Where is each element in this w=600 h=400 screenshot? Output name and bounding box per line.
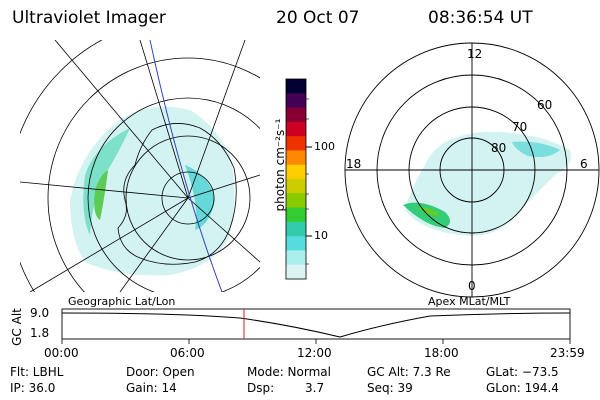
info-door: Door: Open bbox=[126, 365, 195, 379]
mlat-label-70: 70 bbox=[512, 120, 528, 134]
colorbar-segment bbox=[286, 164, 306, 180]
info-mode: Mode: Normal bbox=[247, 365, 331, 379]
info-seq: Seq: 39 bbox=[367, 381, 413, 395]
time-tick-4: 23:59 bbox=[550, 346, 585, 360]
colorbar-segment bbox=[286, 121, 306, 137]
image-title: Ultraviolet Imager bbox=[12, 8, 166, 28]
info-dsp-label: Dsp: bbox=[247, 381, 275, 395]
alt-axis-label: GC Alt bbox=[10, 308, 24, 346]
time-label: 08:36:54 UT bbox=[428, 8, 533, 28]
colorbar-segment bbox=[286, 193, 306, 209]
time-tick-0: 00:00 bbox=[44, 346, 79, 360]
colorbar-segment bbox=[286, 79, 306, 94]
aurora-emission-right bbox=[405, 131, 571, 236]
info-ip: IP: 36.0 bbox=[10, 381, 56, 395]
colorbar-segment bbox=[286, 150, 306, 166]
ground-track bbox=[149, 40, 223, 292]
info-gc-alt: GC Alt: 7.3 Re bbox=[367, 365, 451, 379]
altitude-curve bbox=[61, 312, 571, 338]
info-glat: GLat: −73.5 bbox=[486, 365, 559, 379]
colorbar-tick-10: 10 bbox=[314, 229, 328, 242]
left-map-label: Geographic Lat/Lon bbox=[68, 295, 176, 308]
colorbar bbox=[285, 78, 312, 280]
colorbar-segment bbox=[286, 236, 306, 251]
info-gain: Gain: 14 bbox=[126, 381, 177, 395]
mlt-label-12: 12 bbox=[467, 47, 483, 61]
mlat-label-80: 80 bbox=[491, 141, 507, 155]
mlt-label-6: 6 bbox=[580, 157, 588, 171]
altitude-plot bbox=[61, 308, 571, 344]
alt-tick-bottom: 1.8 bbox=[30, 326, 50, 340]
alt-tick-top: 9.0 bbox=[30, 306, 50, 320]
antarctica-outline bbox=[117, 123, 237, 265]
colorbar-tick-100: 100 bbox=[314, 140, 335, 153]
colorbar-segment bbox=[286, 250, 306, 266]
colorbar-segment bbox=[286, 221, 306, 237]
info-flt: Flt: LBHL bbox=[10, 365, 64, 379]
right-map-label: Apex MLat/MLT bbox=[428, 295, 511, 308]
colorbar-segment bbox=[286, 107, 306, 123]
colorbar-segment bbox=[286, 264, 306, 280]
time-tick-1: 06:00 bbox=[170, 346, 205, 360]
mlat-label-60: 60 bbox=[537, 98, 553, 112]
colorbar-segment bbox=[286, 179, 306, 194]
info-dsp-value: 3.7 bbox=[305, 381, 325, 395]
colorbar-segment bbox=[286, 136, 306, 151]
time-tick-2: 12:00 bbox=[297, 346, 332, 360]
colorbar-segment bbox=[286, 207, 306, 223]
date-label: 20 Oct 07 bbox=[276, 8, 360, 28]
time-tick-3: 18:00 bbox=[424, 346, 459, 360]
info-glon: GLon: 194.4 bbox=[486, 381, 559, 395]
colorbar-segment bbox=[286, 93, 306, 109]
mlt-label-0: 0 bbox=[468, 279, 476, 293]
mlt-label-18: 18 bbox=[346, 157, 362, 171]
